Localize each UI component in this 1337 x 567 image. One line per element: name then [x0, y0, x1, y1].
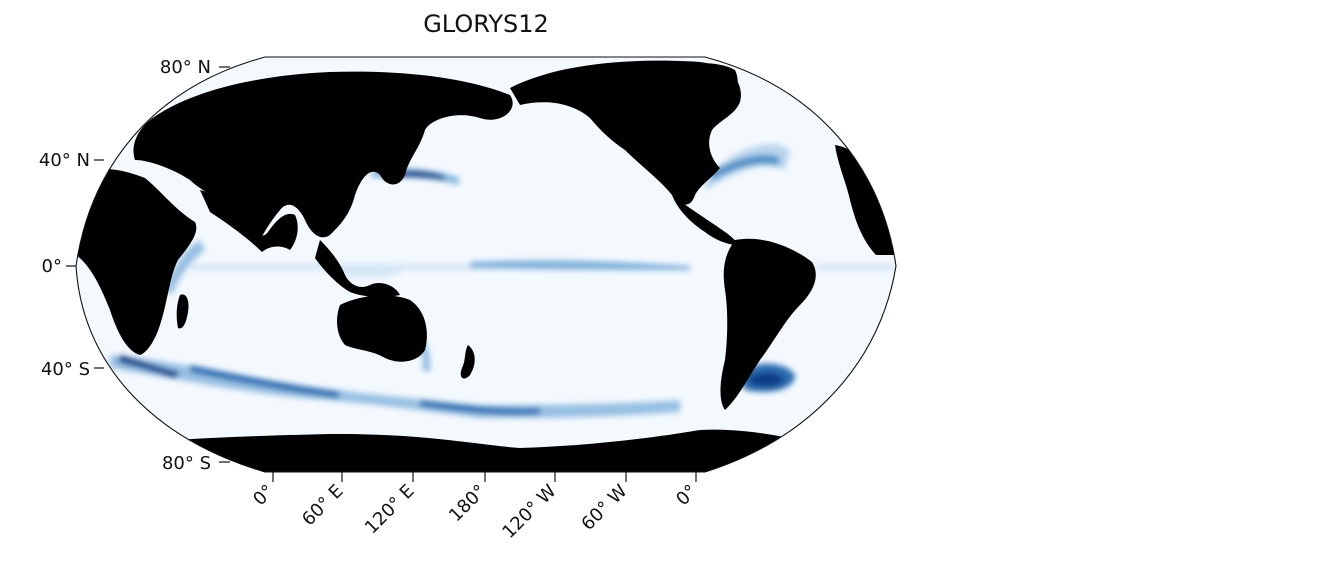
land-north-america	[510, 60, 741, 205]
land-madagascar	[176, 294, 189, 329]
land-europe-west	[835, 145, 896, 255]
land-japan	[392, 140, 403, 174]
gulf-stream-outer	[705, 144, 790, 190]
brazil-malvinas-core	[748, 372, 784, 387]
land-antarctica	[76, 429, 896, 472]
land-central-america	[672, 195, 738, 245]
lon-label-60w: 60° W	[577, 481, 631, 535]
map-body	[76, 57, 896, 472]
land-southeast-asia	[315, 240, 400, 297]
antarctic-circumpolar	[110, 355, 680, 418]
land-south-america	[720, 238, 816, 410]
lon-label-60e: 60° E	[298, 481, 347, 530]
acc-core	[190, 365, 340, 398]
land-masses	[76, 60, 896, 472]
lon-label-0-left: 0°	[249, 481, 278, 510]
land-greenland	[678, 63, 738, 108]
lon-label-120w: 120° W	[498, 481, 560, 543]
lon-label-120e: 120° E	[361, 481, 419, 539]
equatorial-atlantic	[815, 264, 895, 270]
map-title: GLORYS12	[423, 10, 549, 38]
map-frame	[75, 56, 897, 473]
land-arabia-india	[200, 190, 298, 252]
lat-label-0: 0°	[42, 256, 62, 277]
lat-label-40s: 40° S	[41, 359, 90, 380]
lat-label-40n: 40° N	[39, 150, 90, 171]
equatorial-pacific	[470, 260, 690, 270]
lat-label-80s: 80° S	[162, 453, 211, 474]
longitude-axis: 0° 60° E 120° E 180° 120° W 60° W 0°	[249, 472, 702, 543]
east-africa-current	[165, 240, 205, 295]
latitude-axis: 80° N 40° N 0° 40° S 80° S	[39, 57, 230, 474]
lat-label-80n: 80° N	[160, 57, 211, 78]
agulhas-retroflection	[118, 355, 180, 378]
acc-core-east	[420, 400, 540, 415]
indonesian-throughflow	[330, 262, 402, 278]
land-australia	[337, 295, 427, 362]
lon-label-0-right: 0°	[672, 481, 701, 510]
land-new-zealand	[460, 345, 475, 379]
lon-label-180: 180°	[445, 481, 491, 527]
land-africa	[76, 168, 197, 355]
current-bands	[110, 144, 895, 418]
